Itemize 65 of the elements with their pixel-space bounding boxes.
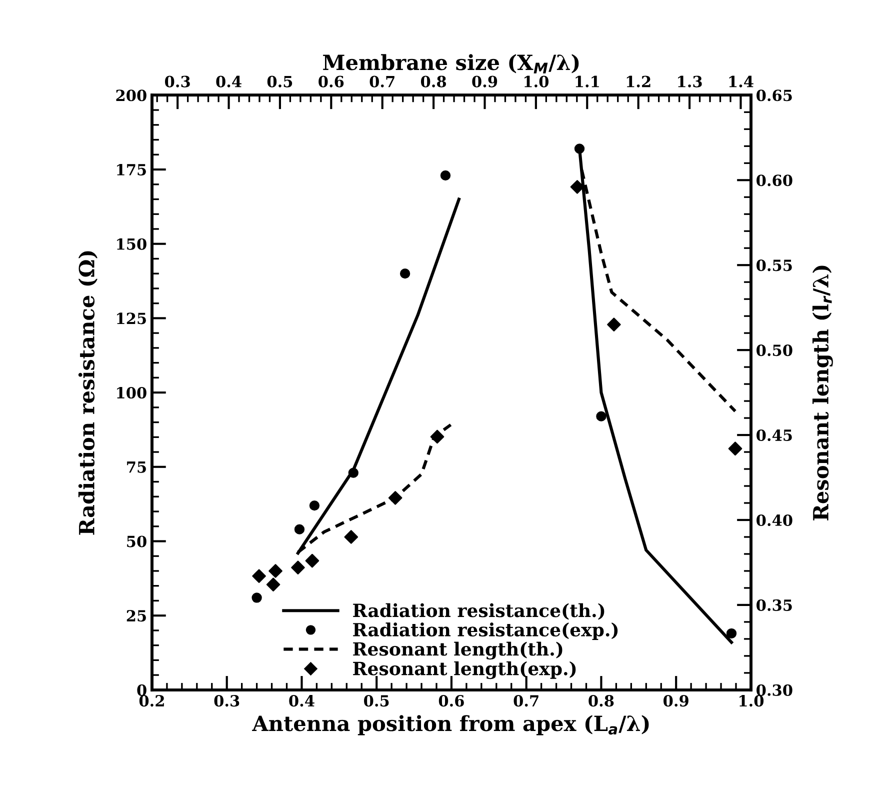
x-axis-title: Antenna position from apex (L$_{a}$/λ) (252, 715, 649, 736)
x2-tick-label: 1.0 (524, 76, 549, 88)
x-tick-label: 0.2 (139, 695, 164, 707)
y-tick-label: 175 (117, 164, 146, 176)
point (252, 592, 262, 603)
legend-label: Resonant length(th.) (353, 642, 562, 660)
y2-tick-label: 0.40 (756, 514, 792, 526)
x-tick-label: 0.6 (438, 695, 464, 707)
point (266, 578, 280, 592)
point (252, 569, 266, 583)
legend-label: Resonant length(exp.) (353, 661, 576, 680)
y-tick-label: 100 (117, 387, 146, 399)
x-tick-label: 0.9 (664, 695, 688, 707)
x2-tick-label: 0.3 (165, 76, 190, 88)
y2-tick-label: 0.35 (756, 599, 792, 611)
legend-label: Radiation resistance(th.) (353, 603, 604, 620)
x-tick-label: 0.7 (514, 695, 538, 707)
x2-tick-label: 0.6 (318, 76, 344, 88)
point (607, 318, 621, 332)
x2-tick-label: 1.1 (576, 76, 599, 88)
x2-tick-label: 1.3 (678, 76, 702, 88)
x2-tick-label: 1.4 (729, 76, 754, 88)
x-tick-label: 0.3 (214, 695, 240, 707)
y-tick-label: 25 (126, 610, 146, 622)
y-tick-label: 0 (137, 684, 146, 696)
point (305, 554, 320, 568)
point (348, 468, 358, 478)
x2-tick-label: 1.2 (626, 76, 650, 88)
y2-tick-label: 0.45 (756, 429, 792, 442)
y2-tick-label: 0.60 (756, 174, 792, 186)
y-tick-label: 125 (117, 312, 146, 324)
point (574, 144, 585, 154)
y-tick-label: 50 (127, 536, 146, 548)
y-tick-label: 75 (127, 462, 146, 473)
x2-tick-label: 0.7 (370, 76, 394, 88)
point (309, 500, 320, 511)
point (596, 411, 606, 422)
point (268, 564, 282, 578)
x2-tick-label: 0.4 (216, 76, 242, 88)
x-tick-label: 0.4 (289, 695, 314, 707)
point (294, 524, 305, 534)
x2-tick-label: 0.8 (420, 76, 446, 88)
x-tick-label: 0.5 (364, 695, 389, 707)
y2-axis-title: Resonant length (l$_{r}$/λ) (812, 266, 833, 520)
x2-tick-label: 0.9 (472, 76, 498, 88)
legend-label: Radiation resistance(exp.) (353, 622, 618, 640)
point (291, 560, 305, 574)
y2-tick-label: 0.30 (756, 684, 792, 696)
y2-tick-label: 0.55 (756, 260, 792, 272)
y-tick-label: 200 (116, 90, 146, 102)
y2-tick-label: 0.50 (756, 344, 792, 356)
x2-tick-label: 0.5 (267, 76, 292, 88)
y2-tick-label: 0.65 (756, 90, 792, 102)
point (400, 268, 410, 279)
point (344, 530, 358, 544)
point (430, 430, 444, 444)
x-tick-label: 0.8 (588, 695, 614, 707)
point (388, 490, 402, 505)
y-tick-label: 150 (117, 238, 146, 250)
point (728, 442, 742, 456)
y-axis-title: Radiation resistance (Ω) (78, 251, 98, 535)
point (726, 628, 737, 638)
x-tick-label: 1.0 (740, 695, 764, 707)
point (440, 170, 451, 181)
x2-axis-title: Membrane size (X$_{M}$/λ) (323, 54, 579, 74)
